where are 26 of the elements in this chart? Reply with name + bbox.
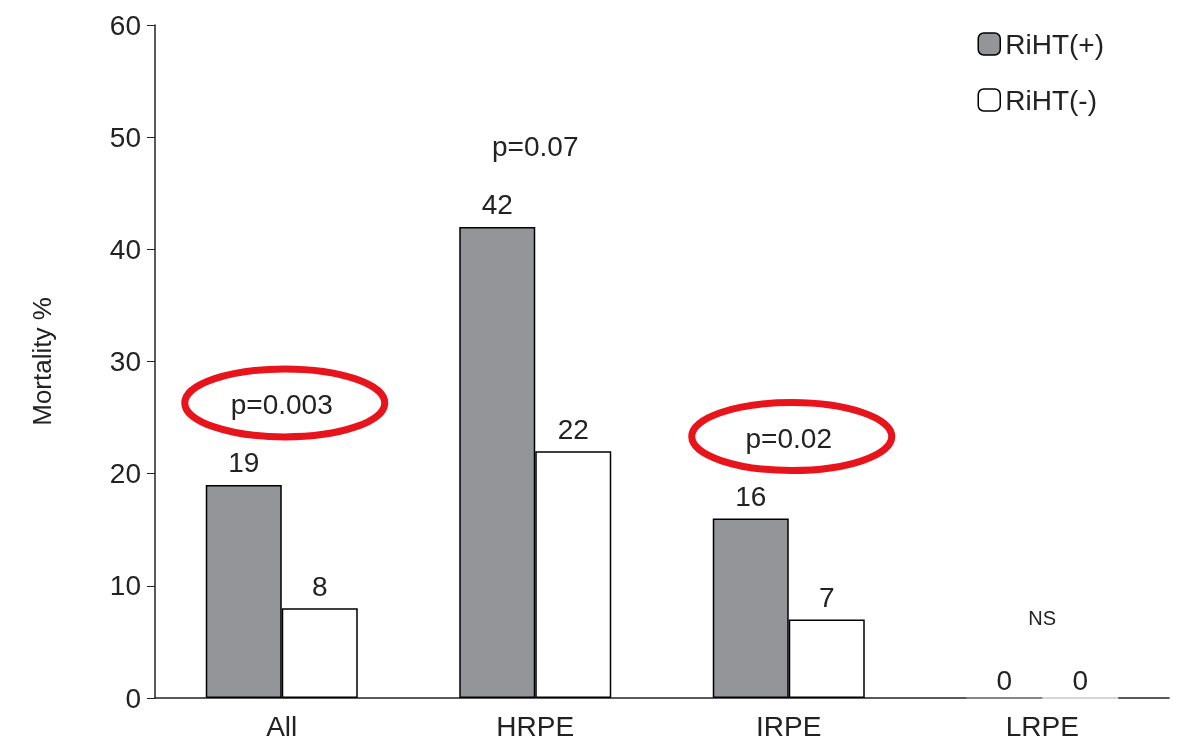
annotation: p=0.003	[230, 389, 333, 421]
data-label: 19	[228, 447, 260, 479]
data-label: 7	[818, 581, 835, 613]
annotation: p=0.02	[745, 423, 832, 455]
x-tick-label: All	[266, 710, 298, 742]
legend-label: RiHT(-)	[1005, 84, 1097, 116]
annotation: NS	[1028, 607, 1057, 629]
y-tick-label: 0	[125, 682, 141, 714]
data-label: 0	[1072, 665, 1089, 696]
data-label: 42	[481, 189, 513, 221]
y-tick-label: 60	[109, 9, 141, 41]
x-tick-label: IRPE	[756, 710, 822, 742]
y-tick-label: 10	[109, 570, 141, 602]
y-axis-title: Mortality %	[27, 297, 57, 426]
data-label: 16	[735, 481, 767, 513]
data-label: 22	[557, 413, 589, 445]
data-label: 8	[311, 570, 328, 602]
x-tick-label: HRPE	[496, 710, 575, 742]
x-tick-label: LRPE	[1005, 710, 1079, 742]
y-tick-label: 40	[109, 233, 141, 265]
y-tick-label: 50	[109, 121, 141, 153]
y-tick-label: 30	[109, 346, 141, 377]
y-tick-label: 20	[109, 458, 141, 490]
legend-label: RiHT(+)	[1005, 28, 1104, 60]
annotation: p=0.07	[492, 131, 579, 163]
data-label: 0	[996, 665, 1013, 696]
